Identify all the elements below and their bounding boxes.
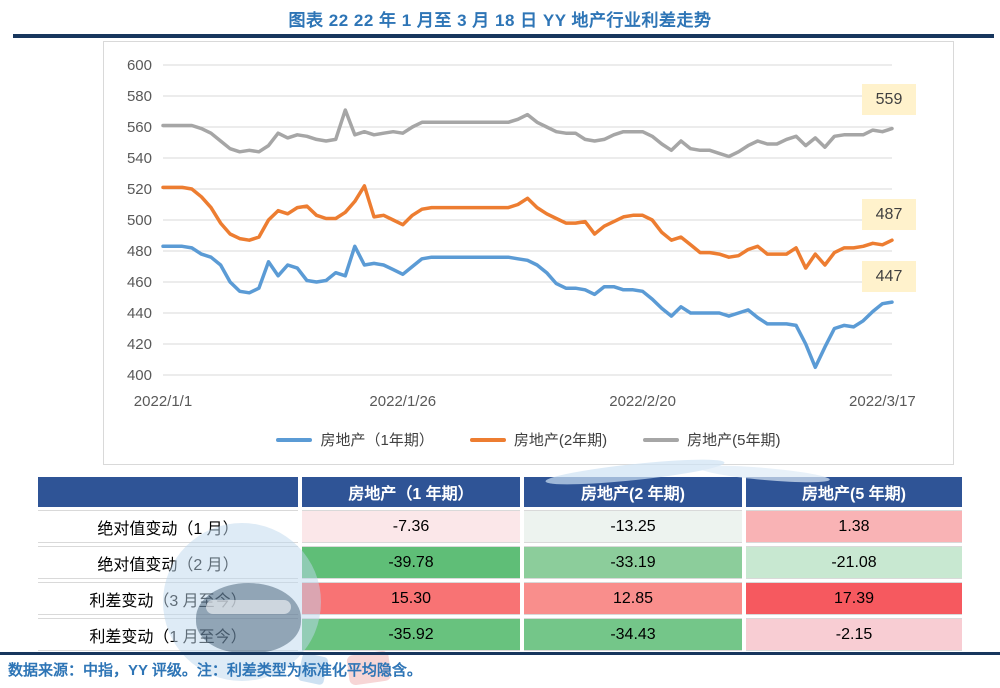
- table-row-label-1: 绝对值变动（2 月）: [38, 546, 298, 579]
- table-row-label-3: 利差变动（1 月至今）: [38, 618, 298, 651]
- y-axis-tick: 420: [127, 336, 152, 353]
- table-value-r3-c0: -35.92: [302, 618, 520, 651]
- y-axis-tick: 580: [127, 88, 152, 105]
- x-axis-tick: 2022/3/17: [849, 393, 916, 410]
- table-value-r0-c0: -7.36: [302, 510, 520, 543]
- table-row-label-0: 绝对值变动（1 月）: [38, 510, 298, 543]
- table-value-r3-c1: -34.43: [524, 618, 742, 651]
- legend-item-1y: 房地产（1年期）: [276, 429, 434, 450]
- y-axis-tick: 480: [127, 243, 152, 260]
- x-axis-tick: 2022/1/1: [134, 393, 192, 410]
- y-axis-tick: 500: [127, 212, 152, 229]
- chart-canvas: 400 420 440 460 480 500 520 540 560 580 600 2022/1/…: [127, 57, 916, 410]
- table-value-r0-c2: 1.38: [746, 510, 962, 543]
- legend-label-5y: 房地产(5年期): [687, 432, 781, 449]
- legend-item-5y: 房地产(5年期): [643, 429, 781, 450]
- x-axis-tick: 2022/1/26: [369, 393, 436, 410]
- y-axis-tick: 600: [127, 57, 152, 74]
- table-column-header-2: 房地产(5 年期): [746, 477, 962, 507]
- chart-legend: 房地产（1年期） 房地产(2年期) 房地产(5年期): [104, 429, 953, 450]
- y-axis-tick: 460: [127, 274, 152, 291]
- y-axis-tick: 400: [127, 367, 152, 384]
- top-divider: [13, 34, 994, 38]
- series-line-0: [161, 244, 894, 370]
- series-line-1: [161, 184, 894, 270]
- table-column-header-1: 房地产(2 年期): [524, 477, 742, 507]
- legend-line-swatch-5y: [643, 437, 680, 442]
- end-value-label-5y: 559: [862, 84, 916, 115]
- legend-item-2y: 房地产(2年期): [469, 429, 608, 450]
- table-value-r2-c2: 17.39: [746, 582, 962, 615]
- table-value-r1-c2: -21.08: [746, 546, 962, 579]
- legend-line-swatch-2y: [469, 437, 506, 442]
- legend-line-swatch-1y: [276, 437, 313, 442]
- table-value-r2-c0: 15.30: [302, 582, 520, 615]
- bottom-divider: [0, 652, 1000, 655]
- y-axis-tick: 560: [127, 119, 152, 136]
- end-value-label-2y: 487: [862, 199, 916, 230]
- table-value-r3-c2: -2.15: [746, 618, 962, 651]
- table-value-r1-c0: -39.78: [302, 546, 520, 579]
- table-value-r1-c1: -33.19: [524, 546, 742, 579]
- figure-title: 图表 22 22 年 1 月至 3 月 18 日 YY 地产行业利差走势: [288, 11, 712, 30]
- table-row-label-2: 利差变动（3 月至今）: [38, 582, 298, 615]
- summary-table: 房地产（1 年期） 房地产(2 年期) 房地产(5 年期) 绝对值变动（1 月） -7.…: [38, 477, 962, 651]
- y-axis-tick: 520: [127, 181, 152, 198]
- x-axis-tick: 2022/2/20: [609, 393, 676, 410]
- data-source-note: 数据来源：中指，YY 评级。注：利差类型为标准化平均隐含。: [8, 662, 422, 679]
- table-value-r0-c1: -13.25: [524, 510, 742, 543]
- line-chart: 400 420 440 460 480 500 520 540 560 580 600 2022/1/…: [103, 41, 954, 465]
- series-line-2: [161, 108, 894, 159]
- end-value-label-1y: 447: [862, 261, 916, 292]
- table-value-r2-c1: 12.85: [524, 582, 742, 615]
- table-column-header-0: 房地产（1 年期）: [302, 477, 520, 507]
- y-axis-tick: 440: [127, 305, 152, 322]
- y-axis-tick: 540: [127, 150, 152, 167]
- legend-label-1y: 房地产（1年期）: [320, 432, 434, 449]
- table-corner-cell: [38, 477, 298, 507]
- legend-label-2y: 房地产(2年期): [513, 432, 608, 449]
